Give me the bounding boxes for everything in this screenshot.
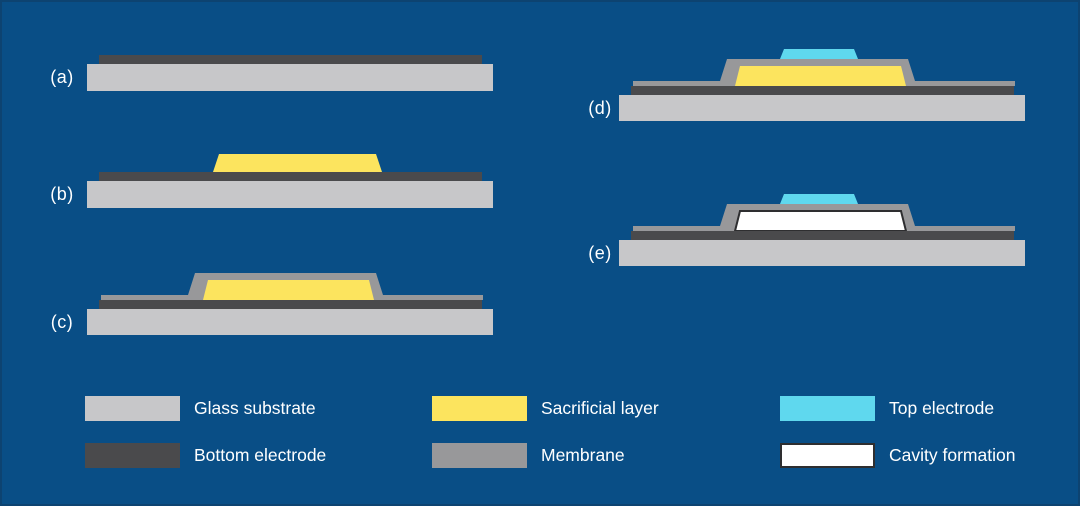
step-b-label: (b) xyxy=(50,184,74,204)
legend-label: Glass substrate xyxy=(194,398,316,418)
glass-substrate-layer xyxy=(87,181,493,208)
legend-label: Membrane xyxy=(541,445,625,465)
step-d-figure xyxy=(619,49,1025,121)
step-a-figure xyxy=(87,55,493,91)
legend-item-sacrificial-layer: Sacrificial layer xyxy=(432,396,659,421)
step-a-label: (a) xyxy=(50,67,74,87)
top-electrode-layer xyxy=(780,194,858,204)
legend-item-top-electrode: Top electrode xyxy=(780,396,994,421)
membrane-swatch xyxy=(432,443,527,468)
legend-item-membrane: Membrane xyxy=(432,443,625,468)
cavity-formation-swatch xyxy=(780,443,875,468)
glass-substrate-layer xyxy=(619,95,1025,121)
glass-substrate-layer xyxy=(619,240,1025,266)
sacrificial-layer-swatch xyxy=(432,396,527,421)
bottom-electrode-layer xyxy=(631,86,1014,95)
step-b-figure xyxy=(87,154,493,208)
sacrificial-layer xyxy=(735,66,906,86)
bottom-electrode-layer xyxy=(99,300,482,309)
bottom-electrode-swatch xyxy=(85,443,180,468)
cavity-layer xyxy=(733,210,908,232)
step-d-label: (d) xyxy=(588,98,612,118)
step-e-label: (e) xyxy=(588,243,612,263)
step-c-label: (c) xyxy=(50,312,74,332)
legend-item-bottom-electrode: Bottom electrode xyxy=(85,443,326,468)
step-e-figure xyxy=(619,194,1025,266)
sacrificial-layer xyxy=(203,280,374,300)
step-c-figure xyxy=(87,273,493,335)
glass-substrate-layer xyxy=(87,309,493,335)
top-electrode-layer xyxy=(780,49,858,59)
top-electrode-swatch xyxy=(780,396,875,421)
bottom-electrode-layer xyxy=(99,55,482,64)
glass-substrate-swatch xyxy=(85,396,180,421)
legend-label: Cavity formation xyxy=(889,445,1016,465)
bottom-electrode-layer xyxy=(631,231,1014,240)
legend-item-glass-substrate: Glass substrate xyxy=(85,396,316,421)
sacrificial-layer xyxy=(213,154,382,172)
legend-item-cavity-formation: Cavity formation xyxy=(780,443,1015,468)
legend-label: Sacrificial layer xyxy=(541,398,659,418)
bottom-electrode-layer xyxy=(99,172,482,181)
legend-label: Top electrode xyxy=(889,398,995,418)
glass-substrate-layer xyxy=(87,64,493,91)
legend-label: Bottom electrode xyxy=(194,445,327,465)
